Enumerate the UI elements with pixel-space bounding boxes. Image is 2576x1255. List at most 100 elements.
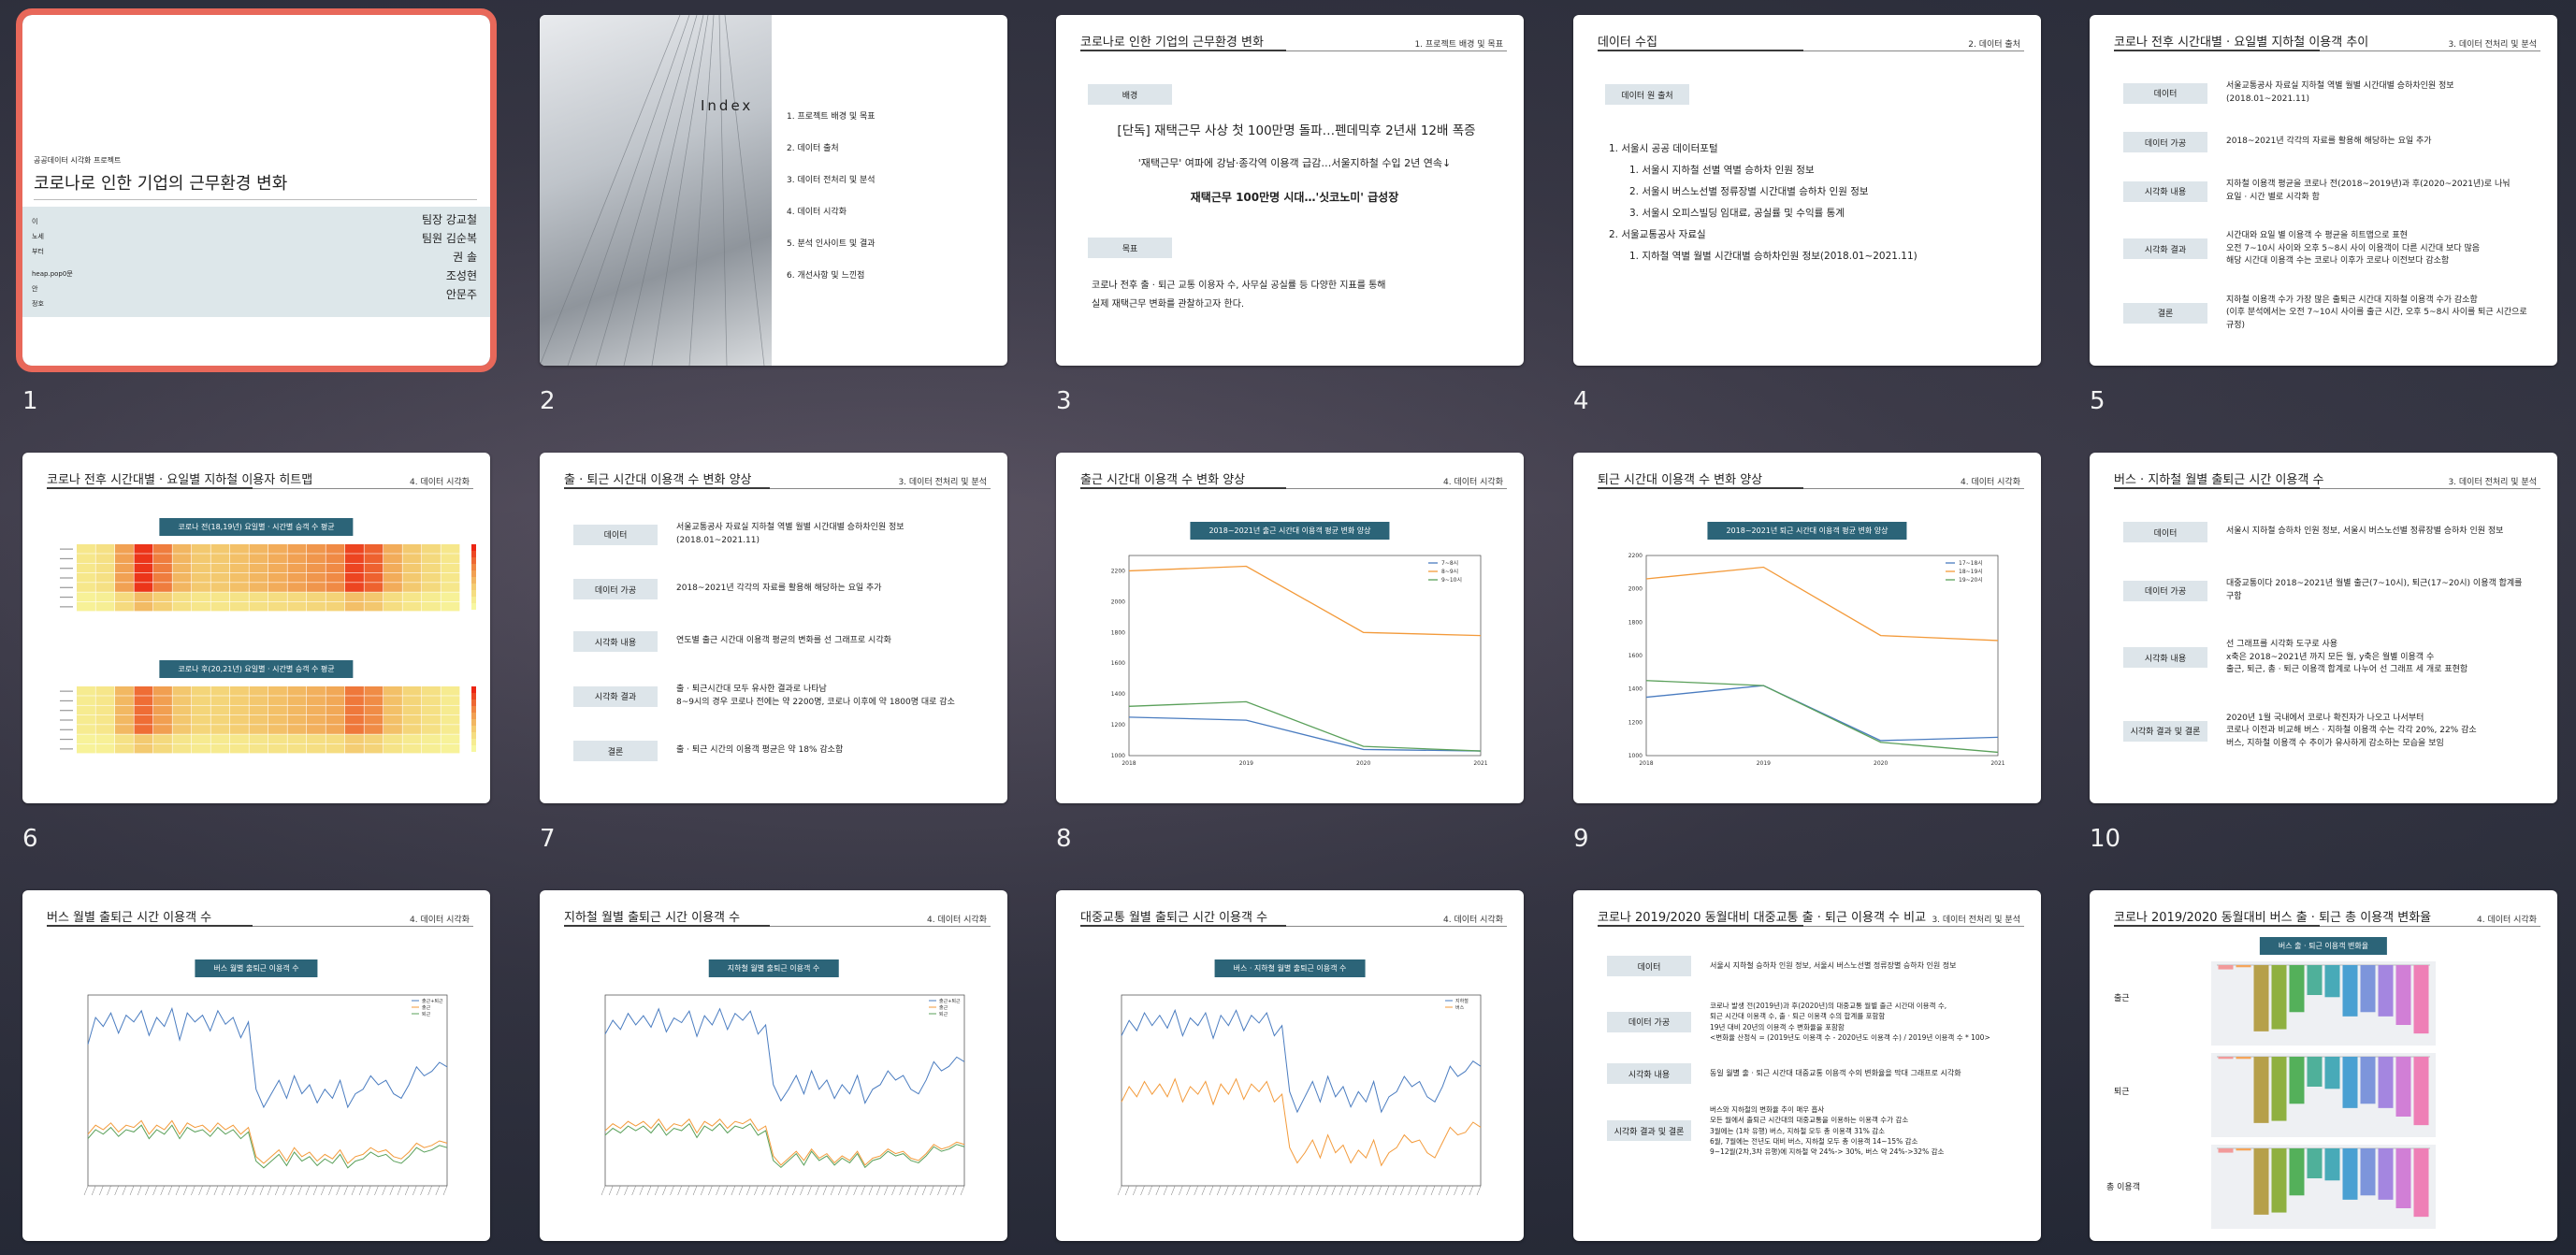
- x-tick: [435, 1185, 441, 1196]
- bar-4: [2271, 1148, 2287, 1213]
- heatmap-cell: [249, 572, 268, 583]
- slide-10-canvas[interactable]: 버스 · 지하철 월별 출퇴근 시간 이용객 수 3. 데이터 전처리 및 분석…: [2090, 453, 2557, 803]
- slide-12-canvas[interactable]: 지하철 월별 출퇴근 시간 이용객 수 4. 데이터 시각화 지하철 월별 출퇴…: [540, 890, 1007, 1241]
- heatmap-cell: [192, 734, 210, 744]
- colorbar-segment: [471, 686, 476, 693]
- x-tick: [776, 1185, 782, 1196]
- heatmap-cell: [307, 705, 326, 715]
- heatmap-cell: [402, 554, 422, 563]
- x-tick: [1163, 1185, 1168, 1196]
- x-tick: [807, 1185, 812, 1196]
- heatmap-cell: [95, 714, 115, 725]
- heatmap-cell: [307, 696, 326, 705]
- heatmap-cell: [95, 544, 115, 554]
- x-tick: [1430, 1185, 1436, 1196]
- x-tick: [1346, 1185, 1352, 1196]
- slide-15-canvas[interactable]: 코로나 2019/2020 동월대비 버스 출 · 퇴근 총 이용객 변화율 4…: [2090, 890, 2557, 1241]
- heatmap-cell: [441, 583, 460, 592]
- heatmap-cell: [287, 696, 307, 705]
- slide-14-rows: 데이터 서울시 지하철 승하차 인원 정보, 서울시 버스노선별 정류장별 승하차…: [1607, 956, 2015, 1189]
- slide-2-index-list: 1. 프로젝트 배경 및 목표 2. 데이터 출처 3. 데이터 전처리 및 분석 4…: [787, 112, 876, 281]
- heatmap-cell: [422, 554, 441, 563]
- heatmap-cell: [441, 544, 460, 554]
- slide-6-canvas[interactable]: 코로나 전후 시간대별 · 요일별 지하철 이용자 히트맵 4. 데이터 시각화…: [22, 453, 490, 803]
- slide-5-canvas[interactable]: 코로나 전후 시간대별 · 요일별 지하철 이용객 추이 3. 데이터 전처리 …: [2090, 15, 2557, 366]
- heatmap-cell: [364, 554, 384, 563]
- x-tick: [129, 1185, 135, 1196]
- legend-label: 퇴근: [939, 1011, 948, 1017]
- slide-14-canvas[interactable]: 코로나 2019/2020 동월대비 대중교통 출 · 퇴근 이용객 수 비교 …: [1573, 890, 2041, 1241]
- slide-1-subtitle: 공공데이터 시각화 프로젝트: [34, 156, 122, 165]
- slide-1-canvas[interactable]: 공공데이터 시각화 프로젝트 코로나로 인한 기업의 근무환경 변화 이 노세 부터…: [16, 8, 497, 372]
- bar-2: [2236, 1148, 2251, 1151]
- x-tick: [182, 1185, 188, 1196]
- heatmap-cell: [230, 572, 249, 583]
- x-tick: [884, 1185, 889, 1196]
- heatmap-cell: [77, 725, 95, 734]
- slide-number-8: 8: [1056, 825, 1072, 853]
- x-tick: [91, 1185, 96, 1196]
- heatmap-cell: [172, 601, 192, 612]
- x-tick: [746, 1185, 751, 1196]
- heatmap-cell: [134, 544, 153, 554]
- x-tick: [244, 1185, 249, 1196]
- x-tick: [830, 1185, 835, 1196]
- slide-8-canvas[interactable]: 출근 시간대 이용객 수 변화 양상 4. 데이터 시각화 2018~2021년…: [1056, 453, 1524, 803]
- heatmap-cell: [307, 583, 326, 592]
- heatmap-cell: [422, 583, 441, 592]
- x-tick: [769, 1185, 774, 1196]
- x-tick: [700, 1185, 705, 1196]
- heatmap-cell: [268, 743, 287, 754]
- x-tick: [1201, 1185, 1207, 1196]
- slide-3-canvas[interactable]: 코로나로 인한 기업의 근무환경 변화 1. 프로젝트 배경 및 목표 배경 […: [1056, 15, 1524, 366]
- x-tick: [1155, 1185, 1161, 1196]
- bar-2: [2236, 1057, 2251, 1060]
- heatmap-cell: [192, 572, 210, 583]
- heatmap-cell: [326, 725, 345, 734]
- x-tick: [1170, 1185, 1176, 1196]
- slide-11-canvas[interactable]: 버스 월별 출퇴근 시간 이용객 수 4. 데이터 시각화 버스 월별 출퇴근 …: [22, 890, 490, 1241]
- plot-frame: [1128, 555, 1482, 757]
- heatmap-cell: [384, 743, 402, 754]
- slide-7-canvas[interactable]: 출 · 퇴근 시간대 이용객 수 변화 양상 3. 데이터 전처리 및 분석 데…: [540, 453, 1007, 803]
- heatmap-cell: [210, 705, 230, 715]
- slide-2-canvas[interactable]: Index 1. 프로젝트 배경 및 목표 2. 데이터 출처 3. 데이터 전처리…: [540, 15, 1007, 366]
- heatmap-cell: [192, 601, 210, 612]
- slide-4-canvas[interactable]: 데이터 수집 2. 데이터 출처 데이터 원 출처 1. 서울시 공공 데이터포…: [1573, 15, 2041, 366]
- x-tick: [1438, 1185, 1443, 1196]
- x-tick: [1247, 1185, 1252, 1196]
- legend-label: 지하철: [1455, 998, 1469, 1004]
- y-tick-label: 2000: [1628, 586, 1643, 593]
- x-tick: [868, 1185, 874, 1196]
- bar-6: [2307, 965, 2323, 995]
- x-tick: [822, 1185, 828, 1196]
- heatmap-cell: [402, 544, 422, 554]
- heatmap-cell: [268, 583, 287, 592]
- slide-1-roles: 이 노세 부터 heap.pop0문 안 정호: [32, 218, 73, 308]
- x-tick: [1216, 1185, 1222, 1196]
- heatmap-cell: [384, 583, 402, 592]
- y-tick-label: 1800: [1628, 619, 1643, 626]
- x-tick: [914, 1185, 919, 1196]
- heatmap-cell: [172, 554, 192, 563]
- bar-1: [2218, 1057, 2234, 1060]
- heatmap-cell: [441, 592, 460, 602]
- x-tick: [631, 1185, 636, 1196]
- heatmap-cell: [364, 725, 384, 734]
- slide-9-canvas[interactable]: 퇴근 시간대 이용객 수 변화 양상 4. 데이터 시각화 2018~2021년…: [1573, 453, 2041, 803]
- heatmap-cell: [268, 705, 287, 715]
- heatmap-cell: [422, 725, 441, 734]
- heatmap-cell: [441, 725, 460, 734]
- slide-5-section: 3. 데이터 전처리 및 분석: [2448, 40, 2537, 50]
- y-tick-label: 1800: [1111, 629, 1125, 636]
- x-tick: [374, 1185, 379, 1196]
- x-tick: [930, 1185, 934, 1196]
- colorbar-segment: [471, 739, 476, 745]
- slide-13-canvas[interactable]: 대중교통 월별 출퇴근 시간 이용객 수 4. 데이터 시각화 버스 · 지하철…: [1056, 890, 1524, 1241]
- heatmap-cell: [172, 686, 192, 696]
- heatmap-cell: [77, 686, 95, 696]
- heatmap-cell: [230, 686, 249, 696]
- x-tick: [229, 1185, 234, 1196]
- y-tick-label: 1200: [1111, 722, 1125, 728]
- heatmap-cell: [210, 554, 230, 563]
